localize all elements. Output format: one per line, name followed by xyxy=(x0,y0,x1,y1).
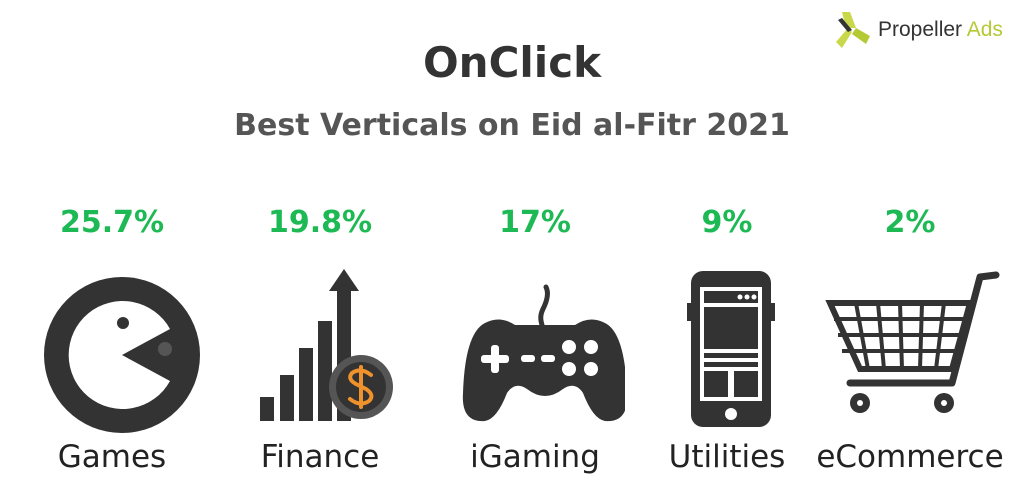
shopping-cart-icon xyxy=(825,271,1000,413)
page-subtitle: Best Verticals on Eid al-Fitr 2021 xyxy=(234,108,790,143)
percent-value: 25.7% xyxy=(59,205,165,240)
finance-growth-icon xyxy=(260,269,393,421)
percent-value: 19.8% xyxy=(267,205,373,240)
dollar-icon xyxy=(348,365,374,409)
vertical-games: 25.7% Games xyxy=(12,205,212,475)
brand-name-accent: Ads xyxy=(966,18,1003,41)
smartphone-icon xyxy=(687,271,775,427)
percent-value: 17% xyxy=(499,205,571,240)
brand-name: Propeller Ads xyxy=(878,18,1003,42)
vertical-utilities: 9% Utilities xyxy=(627,205,827,475)
page-title: OnClick xyxy=(422,38,602,87)
propeller-logo-icon xyxy=(836,12,870,48)
pacman-icon xyxy=(44,277,200,433)
brand-name-main: Propeller xyxy=(878,18,963,41)
vertical-label: eCommerce xyxy=(816,439,1004,475)
vertical-label: Utilities xyxy=(668,439,786,475)
gamepad-icon xyxy=(462,284,625,422)
propeller-ads-logo: Propeller Ads xyxy=(836,8,1016,52)
percent-value: 9% xyxy=(701,205,753,240)
vertical-finance: 19.8% Finance xyxy=(220,205,420,475)
vertical-igaming: 17% iGaming xyxy=(435,205,635,475)
vertical-label: Finance xyxy=(260,439,380,475)
vertical-ecommerce: 2% eCommerce xyxy=(810,205,1010,475)
vertical-label: Games xyxy=(57,439,167,475)
vertical-label: iGaming xyxy=(470,439,600,475)
percent-value: 2% xyxy=(884,205,936,240)
